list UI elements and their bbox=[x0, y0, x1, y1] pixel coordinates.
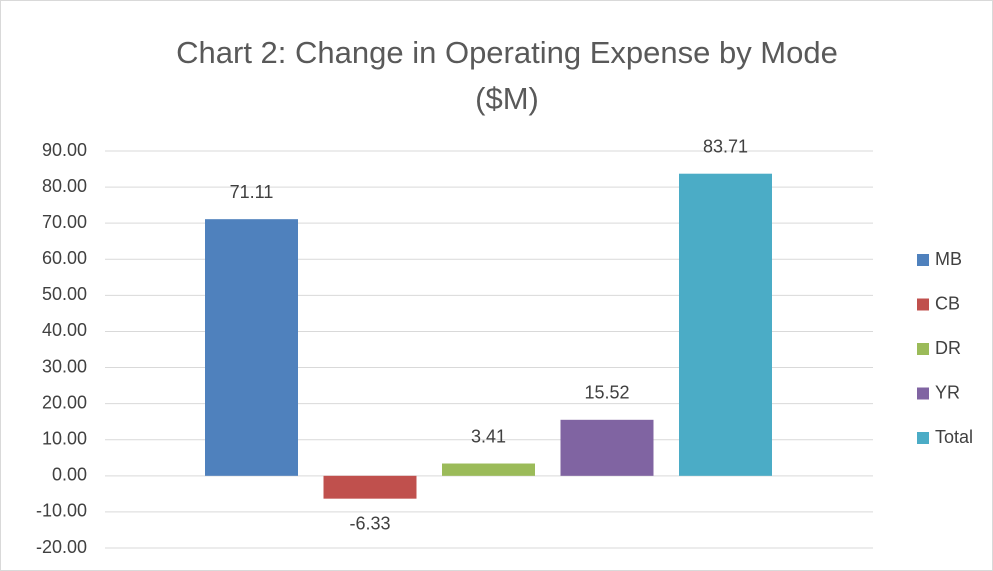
legend-label: DR bbox=[935, 338, 961, 358]
data-label: -6.33 bbox=[349, 513, 390, 533]
bar bbox=[679, 173, 772, 476]
legend-label: Total bbox=[935, 427, 973, 447]
chart-title: Chart 2: Change in Operating Expense by … bbox=[176, 35, 838, 116]
bar bbox=[323, 475, 417, 499]
y-tick-label: 80.00 bbox=[42, 176, 87, 196]
y-tick-label: 60.00 bbox=[42, 248, 87, 268]
legend-label: YR bbox=[935, 382, 960, 402]
y-tick-label: 70.00 bbox=[42, 212, 87, 232]
data-label: 3.41 bbox=[471, 426, 506, 446]
y-tick-label: -20.00 bbox=[36, 537, 87, 557]
bar bbox=[442, 463, 535, 476]
y-tick-label: 40.00 bbox=[42, 320, 87, 340]
legend-label: CB bbox=[935, 293, 960, 313]
legend-swatch bbox=[917, 254, 929, 266]
data-label: 15.52 bbox=[584, 383, 629, 403]
bar bbox=[560, 419, 654, 476]
y-tick-label: 0.00 bbox=[52, 465, 87, 485]
data-label: 71.11 bbox=[230, 182, 274, 202]
y-tick-label: -10.00 bbox=[36, 501, 87, 521]
legend-swatch bbox=[917, 432, 929, 444]
y-tick-label: 30.00 bbox=[42, 356, 87, 376]
legend-label: MB bbox=[935, 249, 962, 269]
y-tick-label: 20.00 bbox=[42, 392, 87, 412]
y-tick-label: 90.00 bbox=[42, 140, 87, 160]
data-label: 83.71 bbox=[703, 136, 748, 156]
legend-swatch bbox=[917, 387, 929, 400]
legend-swatch bbox=[917, 343, 929, 355]
legend-swatch bbox=[917, 298, 929, 311]
bar bbox=[205, 219, 298, 476]
y-tick-label: 50.00 bbox=[42, 284, 87, 304]
y-tick-label: 10.00 bbox=[42, 428, 87, 448]
